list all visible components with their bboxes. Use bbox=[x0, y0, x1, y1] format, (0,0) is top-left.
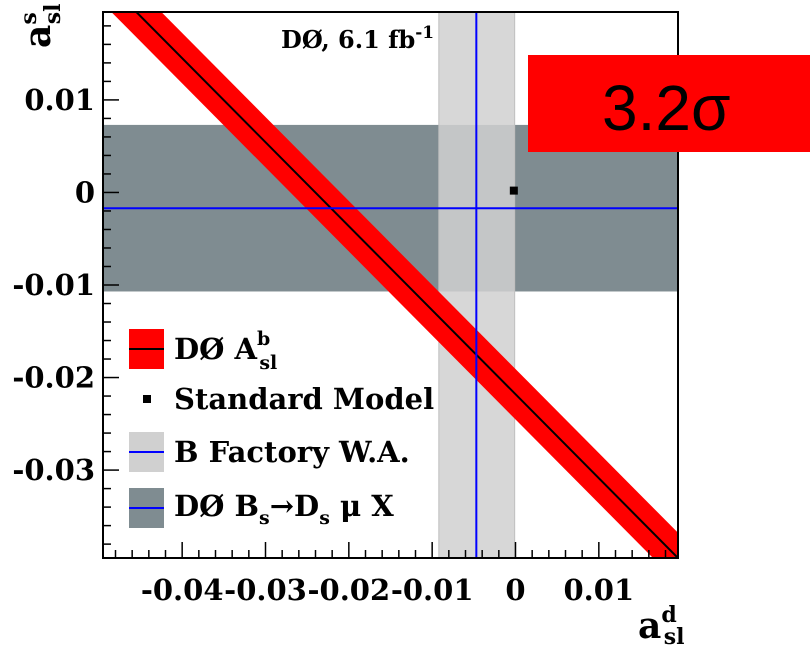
badge-background bbox=[528, 55, 810, 152]
x-tick-label: -0.01 bbox=[391, 573, 474, 607]
y-tick-label: 0 bbox=[75, 175, 95, 209]
legend-entry-b-factory: B Factory W.A. bbox=[129, 432, 410, 472]
d0-asl-central-line bbox=[134, 12, 678, 558]
standard-model-point bbox=[509, 186, 518, 195]
x-axis-title: ad sl bbox=[638, 602, 684, 650]
x-tick-label: -0.03 bbox=[224, 573, 307, 607]
d0-asl-band bbox=[111, 12, 678, 558]
y-tick-label: -0.02 bbox=[12, 361, 95, 395]
plot-layer bbox=[103, 12, 678, 558]
experiment-label: DØ, 6.1 fb-1 bbox=[281, 23, 434, 54]
y-tick-label: -0.01 bbox=[12, 268, 95, 302]
significance-badge: 3.2σ bbox=[528, 55, 810, 152]
svg-text:DØ Bs→Ds μ X: DØ Bs→Ds μ X bbox=[174, 489, 394, 529]
y-tick-label: -0.03 bbox=[12, 453, 95, 487]
legend-entry-d0-bs-ds: DØ Bs→Ds μ X bbox=[129, 488, 394, 529]
svg-text:assl: assl bbox=[16, 4, 66, 48]
x-tick-label: 0 bbox=[505, 573, 525, 607]
legend-swatch-point bbox=[143, 395, 151, 403]
legend-entry-d0-asl: DØ Ab sl bbox=[129, 328, 277, 374]
x-tick-label: 0.01 bbox=[564, 573, 635, 607]
legend: DØ Ab sl Standard Model B Factory W.A. DØ… bbox=[129, 328, 434, 529]
experiment-label-superscript: -1 bbox=[415, 23, 434, 43]
y-axis-title: assl bbox=[16, 4, 66, 48]
tick-layer: -0.04 -0.03 -0.02 -0.01 0 0.010.010-0.01-0.02… bbox=[12, 25, 667, 607]
badge-text: 3.2σ bbox=[602, 72, 730, 144]
x-tick-label: -0.02 bbox=[307, 573, 390, 607]
x-tick-label: -0.04 bbox=[141, 573, 224, 607]
svg-text:Standard Model: Standard Model bbox=[174, 382, 434, 416]
y-tick-label: 0.01 bbox=[24, 83, 95, 117]
legend-entry-standard-model: Standard Model bbox=[143, 382, 434, 416]
svg-text:B Factory W.A.: B Factory W.A. bbox=[174, 435, 410, 469]
